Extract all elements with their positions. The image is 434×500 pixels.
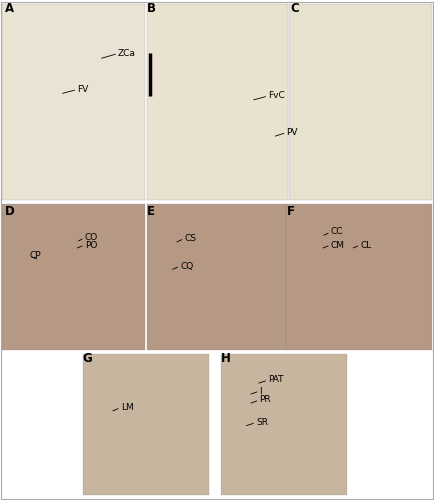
Text: CM: CM xyxy=(331,240,345,250)
Text: C: C xyxy=(290,2,299,15)
Bar xyxy=(2,4,145,200)
Text: LM: LM xyxy=(121,403,133,412)
Text: SR: SR xyxy=(256,418,268,427)
Text: ZCa: ZCa xyxy=(118,49,136,58)
Bar xyxy=(2,204,145,350)
Text: CS: CS xyxy=(184,234,197,243)
Bar xyxy=(221,354,347,495)
Text: FV: FV xyxy=(77,85,89,94)
Text: D: D xyxy=(5,205,15,218)
Bar xyxy=(286,204,432,350)
Text: PV: PV xyxy=(286,128,298,137)
Text: PO: PO xyxy=(85,240,97,250)
Text: CQ: CQ xyxy=(180,262,194,270)
Text: CC: CC xyxy=(331,228,343,236)
Text: PAT: PAT xyxy=(268,376,284,384)
Text: F: F xyxy=(286,205,294,218)
Text: E: E xyxy=(147,205,155,218)
Text: CP: CP xyxy=(30,252,41,260)
Bar xyxy=(83,354,209,495)
Bar xyxy=(289,4,432,200)
Bar xyxy=(147,204,286,350)
Text: G: G xyxy=(82,352,92,366)
Text: H: H xyxy=(221,352,231,366)
Text: PR: PR xyxy=(260,396,271,404)
Text: CO: CO xyxy=(85,234,98,242)
Text: FvC: FvC xyxy=(268,92,285,100)
Text: A: A xyxy=(5,2,14,15)
Text: B: B xyxy=(147,2,156,15)
Bar xyxy=(147,4,288,200)
Text: I: I xyxy=(260,386,262,396)
Text: CL: CL xyxy=(360,240,372,250)
